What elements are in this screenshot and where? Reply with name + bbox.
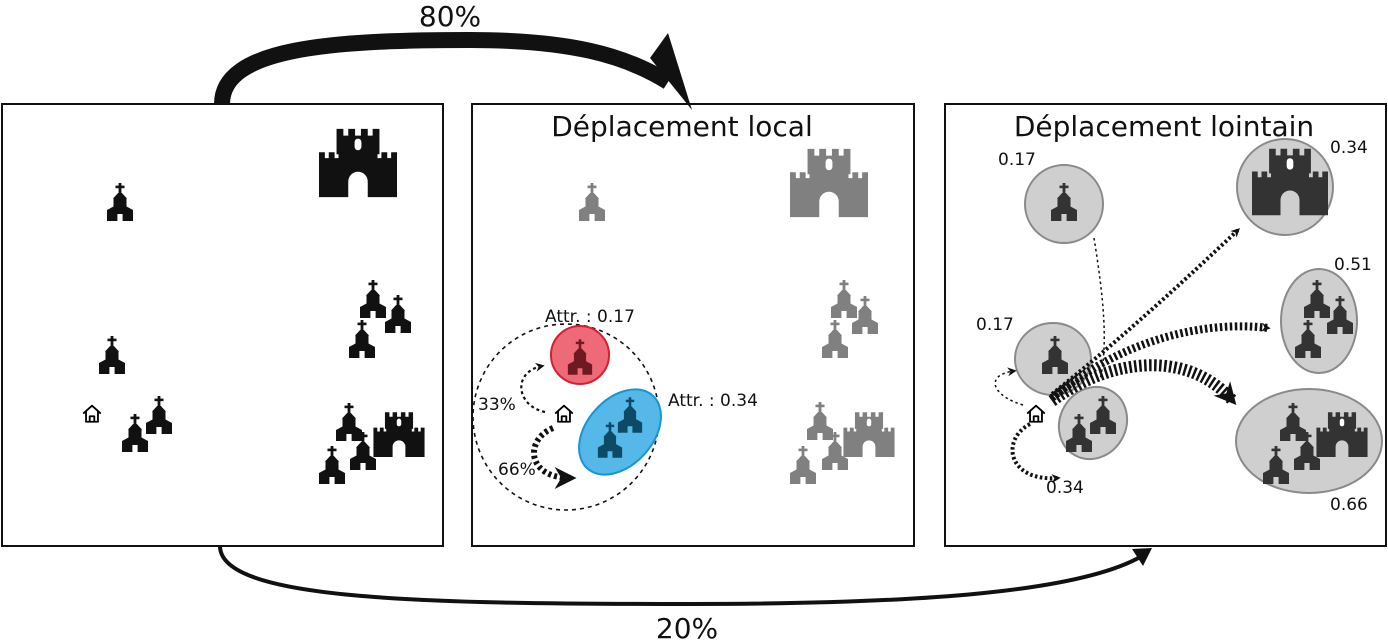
label-church-group: 0.51: [1334, 255, 1372, 275]
church-icon: [822, 320, 848, 358]
label-church-far: 0.17: [998, 150, 1036, 170]
label-80-percent: 80%: [419, 0, 481, 33]
flow-to-church-group: [1049, 322, 1271, 402]
church-icon: [107, 183, 133, 221]
church-icon: [99, 336, 125, 374]
church-icon: [807, 402, 833, 440]
flow-arrow-to-red: [520, 362, 546, 414]
church-icon: [831, 280, 857, 318]
church-icon: [360, 280, 386, 318]
attr-blue-label: Attr. : 0.34: [668, 391, 758, 411]
church-icon: [349, 320, 375, 358]
panel-far: [944, 103, 1387, 547]
panel-local-title: Déplacement local: [551, 110, 813, 143]
church-icon: [319, 446, 345, 484]
flow-to-castle: [1050, 228, 1240, 396]
house-icon: [82, 404, 102, 423]
arrow-bottom-20: [218, 545, 1144, 607]
panel-far-flows: [994, 228, 1271, 483]
church-icon: [385, 295, 411, 333]
castle-icon: [373, 412, 425, 457]
pct-to-red-label: 33%: [478, 395, 516, 415]
arrow-top-80: [214, 31, 673, 105]
label-near-church: 0.17: [976, 315, 1014, 335]
label-near-pair: 0.34: [1046, 478, 1084, 498]
church-icon: [122, 414, 148, 452]
house-icon: [554, 404, 574, 423]
label-castle: 0.34: [1330, 138, 1368, 158]
castle-icon: [319, 128, 397, 198]
castle-icon: [843, 412, 895, 457]
arrowhead-bottom: [1132, 548, 1152, 566]
panel-local: [471, 103, 915, 547]
church-icon: [336, 403, 362, 441]
label-town: 0.66: [1330, 495, 1368, 515]
panel-far-title: Déplacement lointain: [1014, 110, 1314, 143]
flow-to-near-church: [994, 367, 1024, 406]
pct-to-blue-label: 66%: [498, 460, 536, 480]
label-20-percent: 20%: [656, 612, 718, 640]
church-icon: [146, 396, 172, 434]
castle-icon: [790, 148, 868, 218]
panel-initial-icons: [82, 128, 425, 484]
attr-red-label: Attr. : 0.17: [545, 307, 635, 327]
flow-to-town: [1048, 359, 1237, 406]
flow-to-near-pair: [1010, 422, 1061, 483]
flow-arrow-to-blue: [531, 425, 577, 489]
house-icon: [1026, 404, 1046, 423]
arrowhead-top: [650, 33, 692, 110]
panel-initial: [1, 103, 444, 547]
church-icon: [790, 446, 816, 484]
church-icon: [579, 183, 605, 221]
